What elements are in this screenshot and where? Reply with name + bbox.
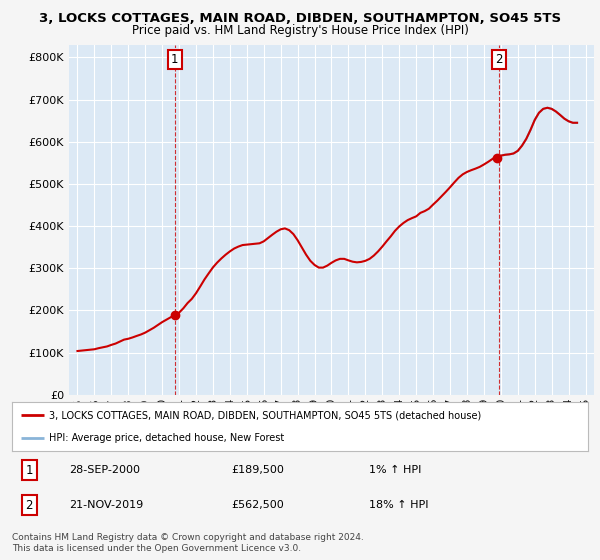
Text: HPI: Average price, detached house, New Forest: HPI: Average price, detached house, New … — [49, 433, 284, 444]
Text: Price paid vs. HM Land Registry's House Price Index (HPI): Price paid vs. HM Land Registry's House … — [131, 24, 469, 37]
Text: 21-NOV-2019: 21-NOV-2019 — [70, 500, 144, 510]
Text: £189,500: £189,500 — [231, 465, 284, 475]
Text: 28-SEP-2000: 28-SEP-2000 — [70, 465, 140, 475]
Text: 2: 2 — [26, 498, 33, 511]
Text: 1% ↑ HPI: 1% ↑ HPI — [369, 465, 421, 475]
Text: 3, LOCKS COTTAGES, MAIN ROAD, DIBDEN, SOUTHAMPTON, SO45 5TS: 3, LOCKS COTTAGES, MAIN ROAD, DIBDEN, SO… — [39, 12, 561, 25]
Text: Contains HM Land Registry data © Crown copyright and database right 2024.
This d: Contains HM Land Registry data © Crown c… — [12, 533, 364, 553]
Text: £562,500: £562,500 — [231, 500, 284, 510]
Text: 2: 2 — [496, 53, 503, 66]
Text: 3, LOCKS COTTAGES, MAIN ROAD, DIBDEN, SOUTHAMPTON, SO45 5TS (detached house): 3, LOCKS COTTAGES, MAIN ROAD, DIBDEN, SO… — [49, 410, 482, 421]
Text: 1: 1 — [26, 464, 33, 477]
Text: 1: 1 — [171, 53, 179, 66]
Text: 18% ↑ HPI: 18% ↑ HPI — [369, 500, 428, 510]
